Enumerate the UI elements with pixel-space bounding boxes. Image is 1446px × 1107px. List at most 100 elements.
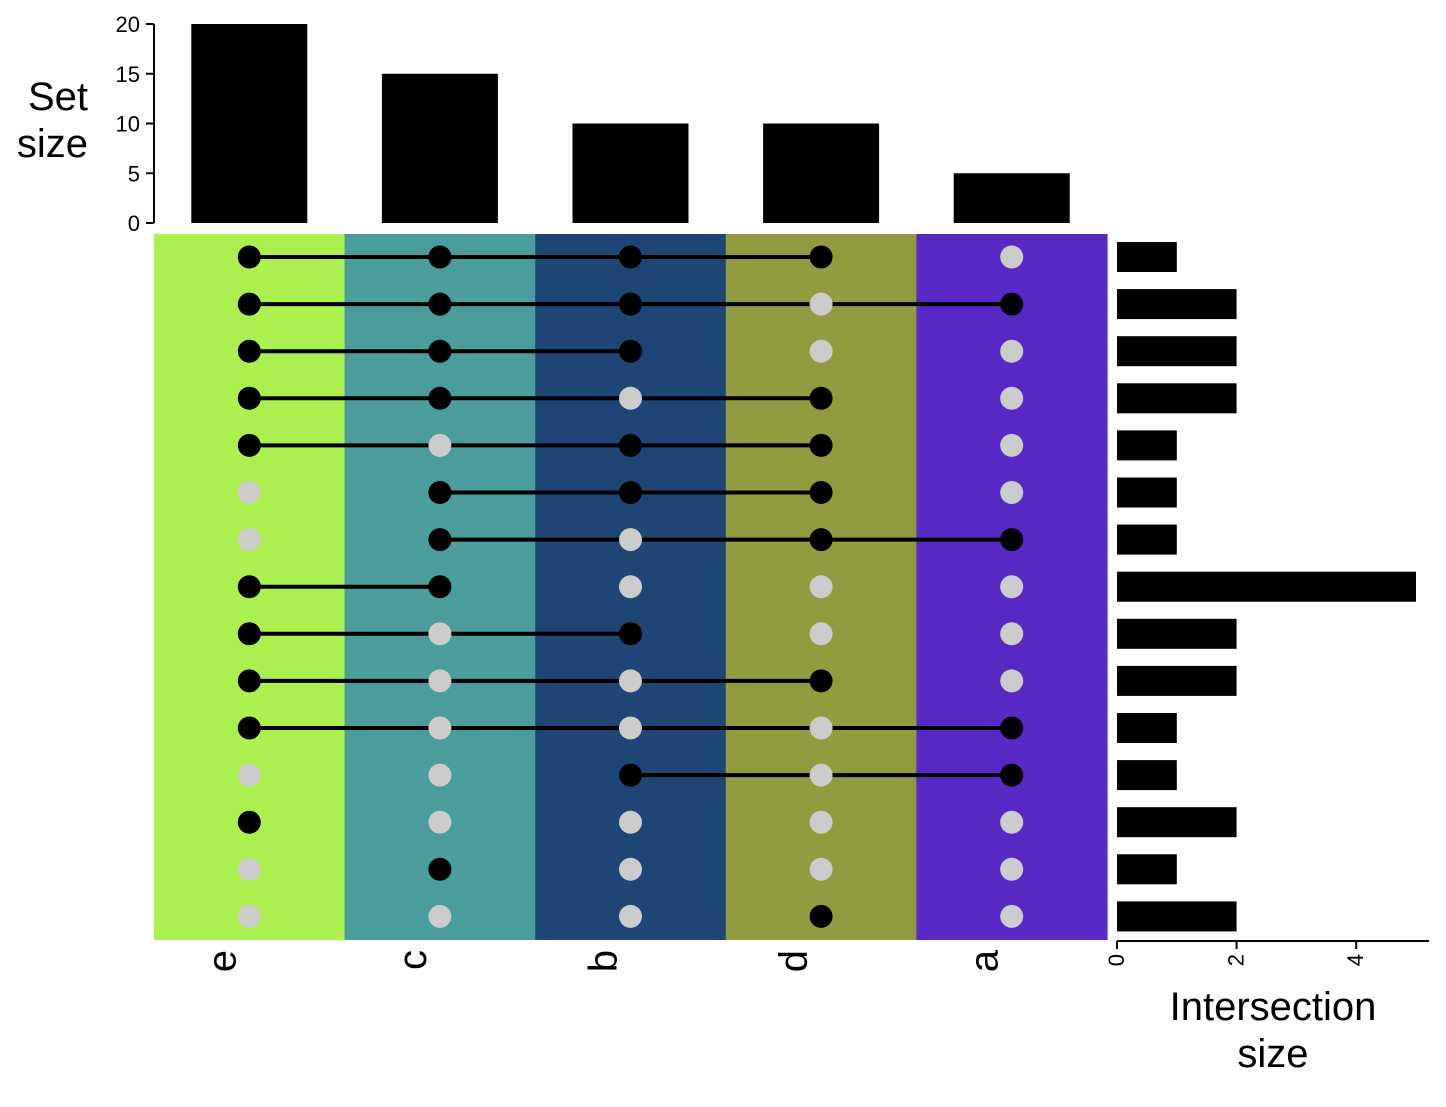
dot-6-e-inactive <box>237 528 261 552</box>
set-size-title-0: Set <box>28 75 88 119</box>
dot-13-a-inactive <box>1000 857 1024 881</box>
dot-14-a-inactive <box>1000 904 1024 928</box>
dot-12-b-inactive <box>619 810 642 834</box>
dot-5-b-active <box>619 481 642 504</box>
set-size-tick-label-5: 5 <box>128 161 140 186</box>
dot-0-a-inactive <box>1000 245 1024 269</box>
dot-0-b-active <box>619 245 642 269</box>
set-label-a: a <box>963 949 1007 972</box>
intersection-size-bar-4 <box>1117 430 1177 461</box>
intersection-lines <box>249 255 1012 778</box>
dot-5-a-inactive <box>1000 481 1024 504</box>
intersection-size-bar-9 <box>1117 665 1237 696</box>
intersection-size-bar-13 <box>1117 854 1177 885</box>
dot-4-c-inactive <box>428 433 452 457</box>
dot-3-e-active <box>237 386 261 410</box>
intersection-size-bar-3 <box>1117 383 1237 414</box>
dot-13-e-inactive <box>237 857 261 881</box>
dot-10-e-active <box>237 716 261 740</box>
dot-5-d-active <box>809 481 833 504</box>
set-size-bar-d <box>763 123 880 223</box>
dot-5-e-inactive <box>237 481 261 504</box>
set-label-c: c <box>391 950 435 970</box>
dot-0-c-active <box>428 245 452 269</box>
dot-7-c-active <box>428 575 452 599</box>
intersection-size-bar-1 <box>1117 289 1237 320</box>
dot-9-b-inactive <box>619 669 642 693</box>
dot-10-d-inactive <box>809 716 833 740</box>
dot-9-e-active <box>237 669 261 693</box>
dot-2-e-active <box>237 339 261 363</box>
set-label-d: d <box>772 950 816 972</box>
dot-1-d-inactive <box>809 292 833 316</box>
dot-6-a-active <box>1000 528 1024 552</box>
dot-7-e-active <box>237 575 261 599</box>
dot-6-d-active <box>809 528 833 552</box>
dot-13-c-active <box>428 857 452 881</box>
dot-9-a-inactive <box>1000 669 1024 693</box>
dot-14-c-inactive <box>428 904 452 928</box>
dot-3-a-inactive <box>1000 386 1024 410</box>
set-label-b: b <box>582 950 626 972</box>
dot-12-a-inactive <box>1000 810 1024 834</box>
intersection-size-title-0: Intersection <box>1170 985 1377 1029</box>
dot-14-e-inactive <box>237 904 261 928</box>
dot-3-b-inactive <box>619 386 642 410</box>
dot-8-d-inactive <box>809 622 833 646</box>
dot-2-a-inactive <box>1000 339 1024 363</box>
dot-7-b-inactive <box>619 575 642 599</box>
set-size-tick-label-15: 15 <box>116 62 140 87</box>
dot-14-d-active <box>809 904 833 928</box>
dot-7-d-inactive <box>809 575 833 599</box>
set-label-e: e <box>200 950 244 972</box>
dot-2-c-active <box>428 339 452 363</box>
intersection-size-bar-14 <box>1117 901 1237 932</box>
dot-6-c-active <box>428 528 452 552</box>
dot-4-a-inactive <box>1000 433 1024 457</box>
dot-4-e-active <box>237 433 261 457</box>
set-size-bars <box>191 24 1070 223</box>
dot-8-e-active <box>237 622 261 646</box>
intersection-size-bar-6 <box>1117 524 1177 555</box>
set-size-tick-label-0: 0 <box>128 211 140 236</box>
dot-8-c-inactive <box>428 622 452 646</box>
dot-12-d-inactive <box>809 810 833 834</box>
dot-8-b-active <box>619 622 642 646</box>
dot-1-b-active <box>619 292 642 316</box>
set-size-bar-b <box>572 123 689 223</box>
dot-14-b-inactive <box>619 904 642 928</box>
dot-11-e-inactive <box>237 763 261 787</box>
intersection-size-tick-label-4: 4 <box>1343 954 1368 966</box>
intersection-size-bars <box>1117 242 1416 932</box>
dot-4-b-active <box>619 433 642 457</box>
intersection-size-bar-0 <box>1117 242 1177 272</box>
dot-1-a-active <box>1000 292 1024 316</box>
intersection-size-bar-5 <box>1117 477 1177 508</box>
intersection-size-tick-label-2: 2 <box>1224 954 1249 966</box>
intersection-size-bar-2 <box>1117 336 1237 367</box>
intersection-dots <box>237 245 1024 928</box>
dot-12-c-inactive <box>428 810 452 834</box>
set-size-bar-e <box>191 24 308 223</box>
dot-0-e-active <box>237 245 261 269</box>
set-size-bar-a <box>953 173 1070 223</box>
dot-13-d-inactive <box>809 857 833 881</box>
set-size-bar-c <box>381 73 498 223</box>
dot-1-e-active <box>237 292 261 316</box>
dot-11-d-inactive <box>809 763 833 787</box>
intersection-size-title-1: size <box>1237 1032 1308 1076</box>
dot-3-c-active <box>428 386 452 410</box>
dot-10-b-inactive <box>619 716 642 740</box>
dot-11-b-active <box>619 763 642 787</box>
intersection-size-tick-label-0: 0 <box>1104 954 1129 966</box>
dot-5-c-active <box>428 481 452 504</box>
dot-11-c-inactive <box>428 763 452 787</box>
intersection-size-bar-11 <box>1117 760 1177 791</box>
dot-13-b-inactive <box>619 857 642 881</box>
intersection-size-bar-8 <box>1117 618 1237 649</box>
